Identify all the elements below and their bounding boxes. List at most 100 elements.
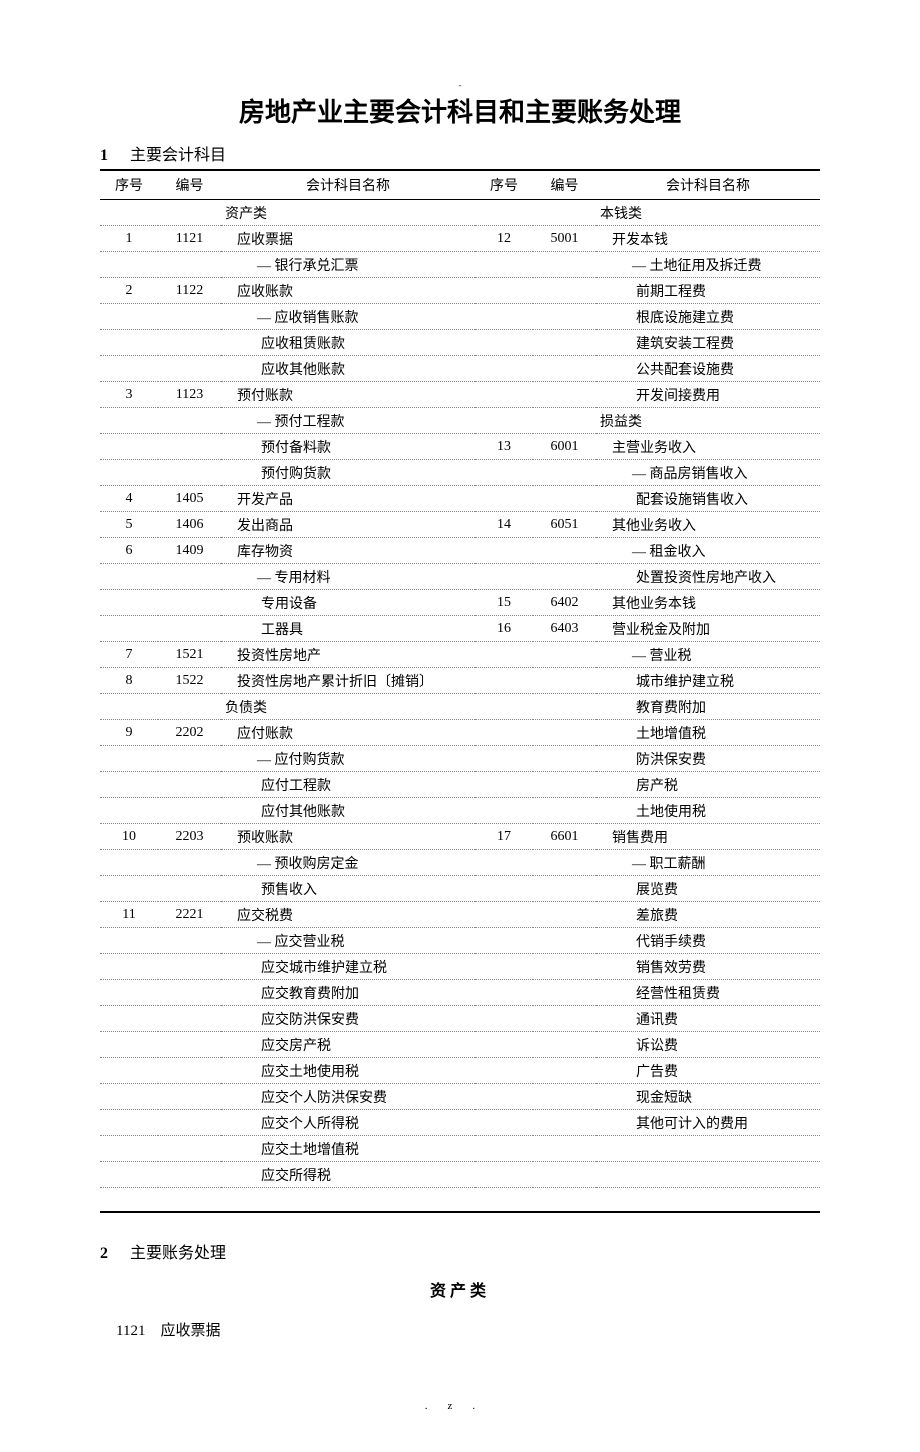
table-cell: 应付其他账款	[221, 798, 475, 824]
table-cell	[533, 1058, 596, 1084]
th-code2: 编号	[533, 170, 596, 200]
table-cell: 展览费	[596, 876, 820, 902]
table-cell	[475, 564, 533, 590]
table-cell	[100, 1162, 158, 1188]
table-cell	[158, 746, 221, 772]
table-cell: 1405	[158, 486, 221, 512]
table-cell	[158, 850, 221, 876]
table-cell	[475, 330, 533, 356]
section-1-heading: 1 主要会计科目	[100, 141, 820, 165]
table-cell	[475, 278, 533, 304]
table-cell: 应付工程款	[221, 772, 475, 798]
table-cell	[158, 434, 221, 460]
table-cell	[475, 1032, 533, 1058]
table-cell: 3	[100, 382, 158, 408]
table-cell	[475, 850, 533, 876]
table-cell	[533, 1032, 596, 1058]
table-cell	[533, 980, 596, 1006]
category-heading: 资产类	[100, 1277, 820, 1301]
table-row	[100, 1188, 820, 1213]
table-cell	[100, 434, 158, 460]
table-header-row: 序号 编号 会计科目名称 序号 编号 会计科目名称	[100, 170, 820, 200]
table-cell	[533, 564, 596, 590]
table-cell: 2203	[158, 824, 221, 850]
table-cell: 预收账款	[221, 824, 475, 850]
section-2-label: 主要账务处理	[130, 1245, 226, 1262]
table-cell: 应交所得税	[221, 1162, 475, 1188]
table-cell	[100, 356, 158, 382]
table-row: 应交土地增值税	[100, 1136, 820, 1162]
table-cell: 房产税	[596, 772, 820, 798]
table-cell	[100, 928, 158, 954]
table-cell: 销售费用	[596, 824, 820, 850]
table-row: 预付购货款— 商品房销售收入	[100, 460, 820, 486]
table-cell	[533, 486, 596, 512]
table-cell: 发出商品	[221, 512, 475, 538]
table-cell	[475, 954, 533, 980]
top-mark: -	[100, 80, 820, 90]
table-cell: 1406	[158, 512, 221, 538]
table-cell	[158, 330, 221, 356]
table-cell: — 营业税	[596, 642, 820, 668]
table-cell	[533, 694, 596, 720]
table-cell: 通讯费	[596, 1006, 820, 1032]
table-row: 应交房产税诉讼费	[100, 1032, 820, 1058]
section-1-number: 1	[100, 147, 108, 164]
table-cell	[533, 1188, 596, 1213]
table-cell: 应收票据	[221, 226, 475, 252]
table-cell	[158, 798, 221, 824]
th-name2: 会计科目名称	[596, 170, 820, 200]
table-cell	[158, 980, 221, 1006]
table-cell	[475, 746, 533, 772]
table-cell	[100, 954, 158, 980]
table-cell	[533, 252, 596, 278]
table-cell: — 职工薪酬	[596, 850, 820, 876]
table-row: 102203预收账款176601销售费用	[100, 824, 820, 850]
table-cell: 广告费	[596, 1058, 820, 1084]
table-row: 应交个人所得税其他可计入的费用	[100, 1110, 820, 1136]
table-cell	[533, 928, 596, 954]
table-cell	[533, 330, 596, 356]
table-cell	[533, 278, 596, 304]
table-cell	[533, 200, 596, 226]
table-cell	[533, 902, 596, 928]
table-cell	[533, 1084, 596, 1110]
table-cell: 应交税费	[221, 902, 475, 928]
table-cell	[533, 642, 596, 668]
table-row: — 预付工程款损益类	[100, 408, 820, 434]
table-cell	[475, 1136, 533, 1162]
table-cell	[158, 408, 221, 434]
table-cell	[158, 1110, 221, 1136]
table-cell: 预付备料款	[221, 434, 475, 460]
table-cell: — 商品房销售收入	[596, 460, 820, 486]
table-row: 41405开发产品配套设施销售收入	[100, 486, 820, 512]
table-cell	[475, 1162, 533, 1188]
table-cell: 2202	[158, 720, 221, 746]
table-cell: 1522	[158, 668, 221, 694]
table-cell: 开发间接费用	[596, 382, 820, 408]
table-cell: 应付账款	[221, 720, 475, 746]
th-seq: 序号	[100, 170, 158, 200]
table-cell	[100, 304, 158, 330]
table-cell	[475, 720, 533, 746]
table-cell: 6403	[533, 616, 596, 642]
table-cell: 建筑安装工程费	[596, 330, 820, 356]
table-cell	[475, 252, 533, 278]
table-cell	[100, 564, 158, 590]
table-cell: 1121	[158, 226, 221, 252]
table-cell: 代销手续费	[596, 928, 820, 954]
table-cell	[158, 590, 221, 616]
table-cell	[533, 668, 596, 694]
table-cell: 投资性房地产	[221, 642, 475, 668]
table-cell	[475, 408, 533, 434]
table-cell	[475, 1058, 533, 1084]
table-cell: 前期工程费	[596, 278, 820, 304]
table-cell: 5001	[533, 226, 596, 252]
table-cell: 应交个人防洪保安费	[221, 1084, 475, 1110]
table-cell	[475, 1110, 533, 1136]
table-row: 应交土地使用税广告费	[100, 1058, 820, 1084]
table-row: — 预收购房定金— 职工薪酬	[100, 850, 820, 876]
table-cell	[100, 1136, 158, 1162]
table-row: 92202应付账款土地增值税	[100, 720, 820, 746]
table-cell: 差旅费	[596, 902, 820, 928]
